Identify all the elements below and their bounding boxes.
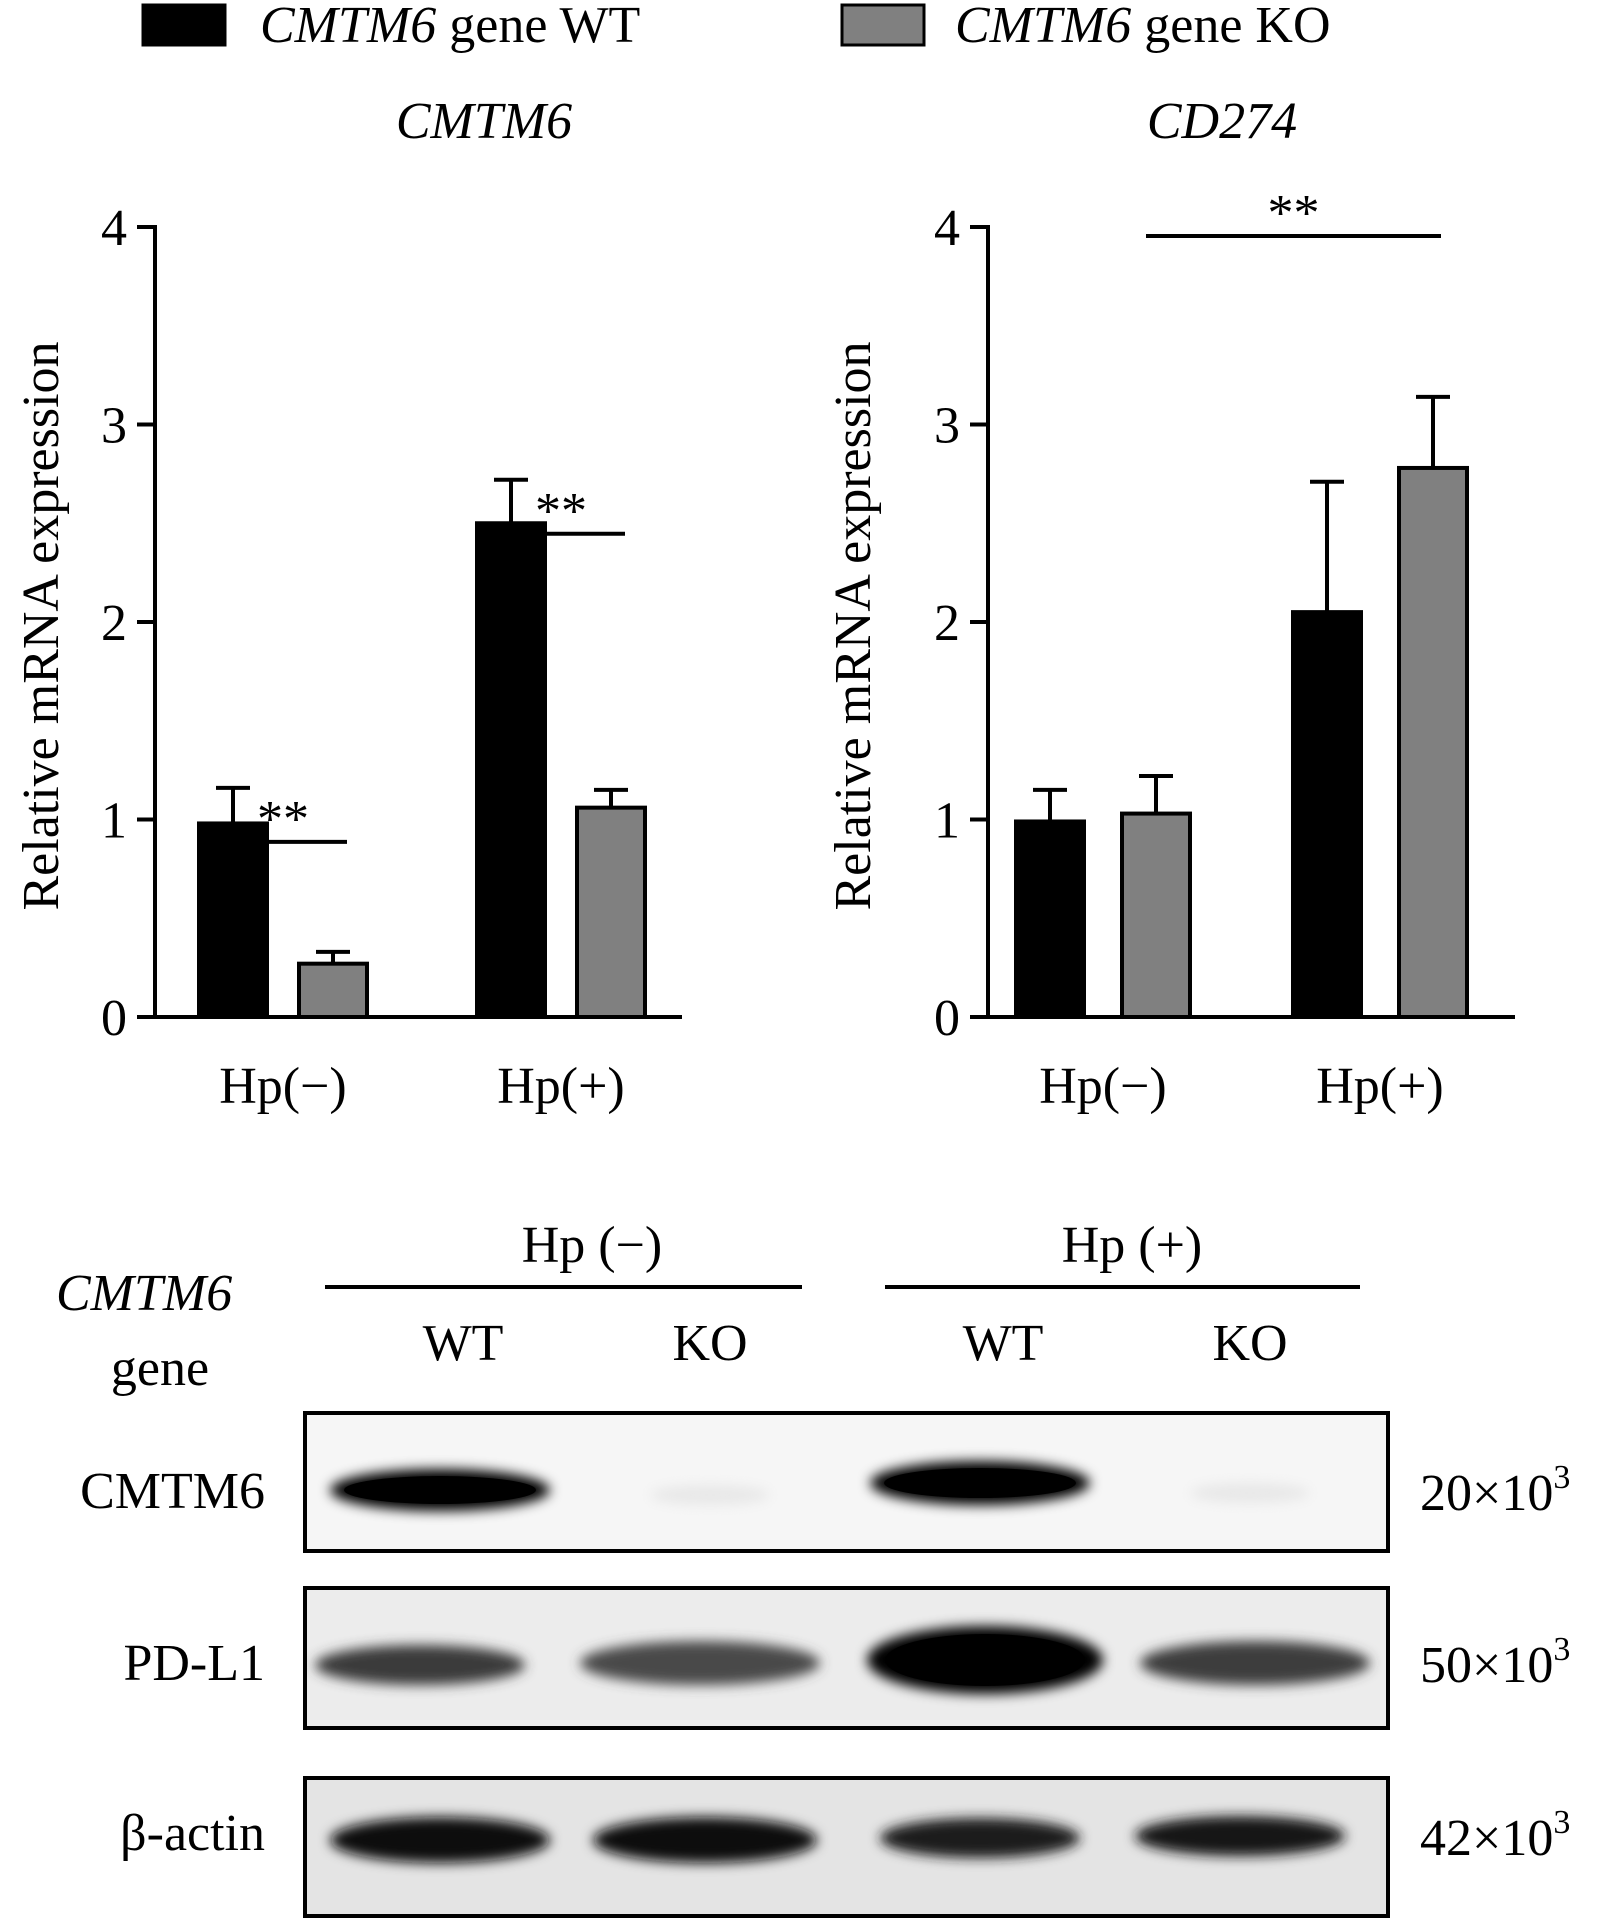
legend-item-wt: CMTM6 gene WT bbox=[141, 0, 640, 54]
blot-bands bbox=[330, 1816, 1345, 1863]
bar bbox=[575, 805, 647, 1020]
bar bbox=[1120, 811, 1192, 1020]
chart-title-cd274: CD274 bbox=[1147, 93, 1297, 150]
blot-band bbox=[1140, 1641, 1370, 1685]
significance-label: ** bbox=[535, 483, 587, 540]
blot-mw-label: 20×103 bbox=[1420, 1459, 1570, 1522]
x-tick-label: Hp(−) bbox=[1039, 1058, 1167, 1115]
y-tick-label: 4 bbox=[934, 200, 960, 257]
blot-gene-label-italic: CMTM6 bbox=[56, 1265, 232, 1322]
legend: CMTM6 gene WT CMTM6 gene KO bbox=[141, 0, 1331, 54]
blot-lane-label: KO bbox=[1212, 1315, 1287, 1372]
y-tick-label: 2 bbox=[934, 595, 960, 652]
western-blot: CMTM6 gene Hp (−) Hp (+) WT KO WT KO CMT… bbox=[56, 1217, 1570, 1918]
x-tick-label: Hp(+) bbox=[497, 1058, 625, 1115]
blot-band bbox=[1190, 1483, 1310, 1503]
chart-cmtm6: CMTM6 Relative mRNA expression 0 1 2 3 4 Hp(−… bbox=[13, 93, 682, 1115]
y-tick-label: 1 bbox=[934, 793, 960, 850]
blot-band bbox=[580, 1641, 820, 1685]
y-tick-label: 0 bbox=[934, 990, 960, 1047]
y-tick-label: 0 bbox=[101, 990, 127, 1047]
blot-bands bbox=[330, 1461, 1310, 1511]
blot-lane-label: KO bbox=[672, 1315, 747, 1372]
bar bbox=[475, 521, 547, 1019]
blot-gene-label: gene bbox=[111, 1340, 209, 1397]
y-axis-label-cmtm6: Relative mRNA expression bbox=[13, 341, 70, 910]
blot-protein-label: β-actin bbox=[120, 1805, 265, 1862]
blot-band bbox=[330, 1817, 550, 1863]
blot-bands bbox=[315, 1626, 1370, 1694]
y-tick-label: 3 bbox=[934, 398, 960, 455]
chart-cd274: CD274 Relative mRNA expression 0 1 2 3 4 Hp(−… bbox=[825, 93, 1515, 1115]
blot-band-core bbox=[884, 1468, 1076, 1498]
significance-label: ** bbox=[1268, 185, 1320, 242]
y-axis-label-cd274: Relative mRNA expression bbox=[825, 341, 882, 910]
blot-band-core bbox=[885, 1634, 1085, 1686]
legend-swatch-wt bbox=[141, 3, 227, 47]
y-tick-label: 4 bbox=[101, 200, 127, 257]
blot-row-beta-actin: β-actin 42×103 bbox=[120, 1776, 1570, 1918]
blot-protein-label: PD-L1 bbox=[123, 1635, 265, 1692]
blot-band bbox=[1135, 1816, 1345, 1856]
y-tick-label: 1 bbox=[101, 793, 127, 850]
legend-swatch-ko bbox=[840, 3, 926, 47]
blot-mw-label: 42×103 bbox=[1420, 1804, 1570, 1867]
y-tick-label: 3 bbox=[101, 398, 127, 455]
chart-title-cmtm6: CMTM6 bbox=[396, 93, 572, 150]
blot-group-hp-pos: Hp (+) bbox=[1062, 1217, 1203, 1274]
legend-item-ko: CMTM6 gene KO bbox=[840, 0, 1331, 54]
blot-row-cmtm6: CMTM6 20×103 bbox=[80, 1411, 1570, 1553]
legend-label-ko: CMTM6 gene KO bbox=[955, 0, 1331, 54]
blot-row-pd-l1: PD-L1 50×103 bbox=[123, 1586, 1570, 1730]
blot-band-core bbox=[344, 1476, 536, 1504]
blot-band bbox=[880, 1818, 1080, 1858]
blot-band bbox=[650, 1485, 770, 1505]
blot-group-hp-neg: Hp (−) bbox=[522, 1217, 663, 1274]
blot-band bbox=[593, 1817, 817, 1863]
x-tick-label: Hp(−) bbox=[219, 1058, 347, 1115]
blot-lane-label: WT bbox=[963, 1315, 1044, 1372]
bar bbox=[297, 961, 369, 1019]
bar bbox=[1291, 610, 1363, 1019]
bar bbox=[197, 821, 269, 1020]
y-tick-label: 2 bbox=[101, 595, 127, 652]
blot-lane-label: WT bbox=[423, 1315, 504, 1372]
significance-label: ** bbox=[257, 791, 309, 848]
x-tick-label: Hp(+) bbox=[1316, 1058, 1444, 1115]
bar bbox=[1397, 465, 1469, 1019]
blot-mw-label: 50×103 bbox=[1420, 1631, 1570, 1694]
bar bbox=[1014, 819, 1086, 1019]
legend-label-wt: CMTM6 gene WT bbox=[260, 0, 640, 54]
blot-protein-label: CMTM6 bbox=[80, 1463, 265, 1520]
blot-band bbox=[315, 1645, 525, 1685]
